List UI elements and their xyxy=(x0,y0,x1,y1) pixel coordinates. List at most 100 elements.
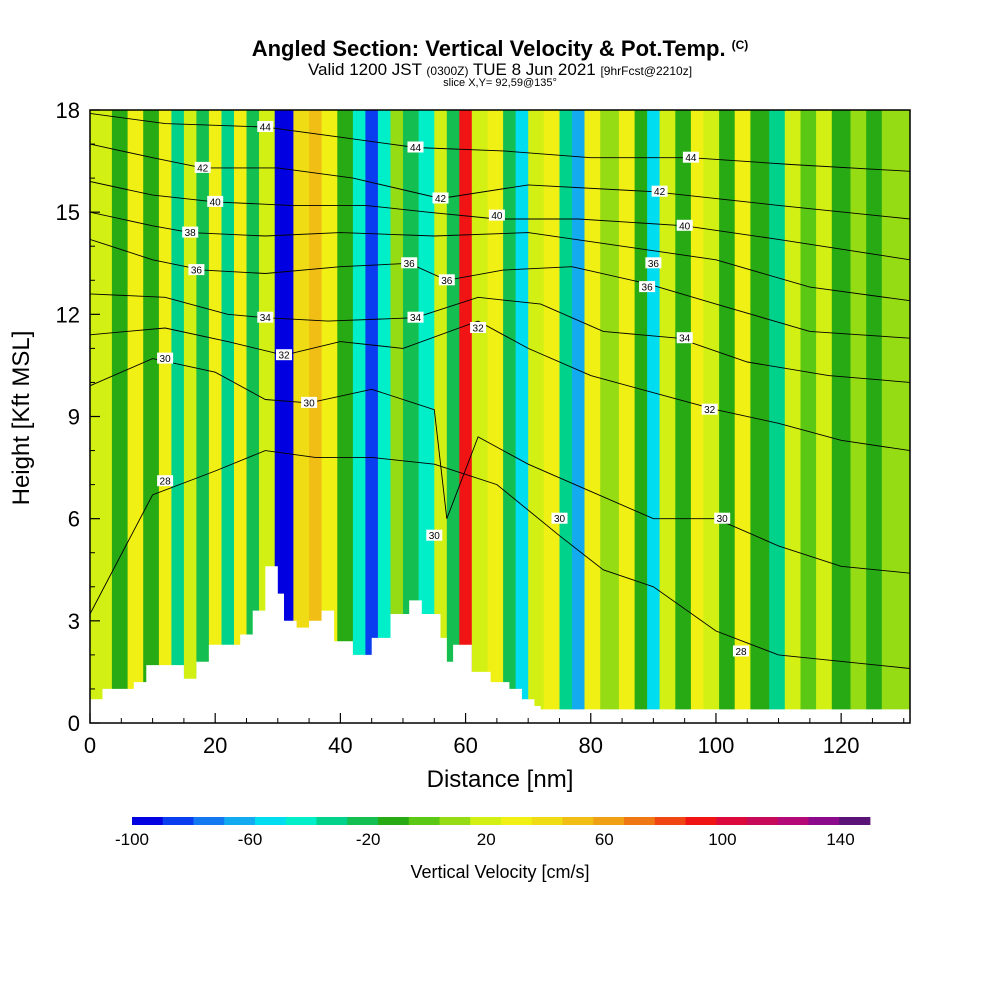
svg-text:36: 36 xyxy=(404,259,416,270)
y-tick-label: 9 xyxy=(68,405,80,430)
contour-label-30: 30 xyxy=(301,396,318,409)
velocity-column xyxy=(234,110,248,723)
velocity-column xyxy=(784,110,801,723)
theta-contour-40 xyxy=(90,181,910,261)
svg-text:42: 42 xyxy=(654,187,666,198)
x-tick-label: 80 xyxy=(579,733,603,758)
velocity-column xyxy=(584,110,601,723)
contour-label-40: 40 xyxy=(207,195,224,208)
contour-labels: 28 28 30 30 30 30 30 32 32 32 34 34 34 36 36 36 36 36 38 40… xyxy=(157,121,749,658)
colorbar: -100 -60 -20 20 60 100 140 xyxy=(115,817,871,849)
svg-text:36: 36 xyxy=(642,283,654,294)
velocity-column xyxy=(127,110,144,723)
svg-text:34: 34 xyxy=(260,313,272,324)
velocity-column xyxy=(309,110,323,723)
y-tick-label: 15 xyxy=(56,200,80,225)
svg-text:28: 28 xyxy=(160,477,172,488)
colorbar-swatch xyxy=(285,817,317,825)
contour-label-44: 44 xyxy=(682,151,699,164)
velocity-column xyxy=(293,110,310,723)
y-axis: 0 3 6 9 12 15 18 xyxy=(56,98,100,736)
colorbar-tick-label: -60 xyxy=(238,830,263,849)
velocity-column xyxy=(274,110,295,723)
forecast-info: [9hrFcst@2210z] xyxy=(600,64,693,78)
velocity-column xyxy=(471,110,488,723)
velocity-column xyxy=(816,110,833,723)
velocity-column xyxy=(900,110,910,723)
contour-label-40: 40 xyxy=(676,219,693,232)
velocity-column xyxy=(881,110,902,723)
velocity-column xyxy=(647,110,661,723)
svg-text:32: 32 xyxy=(473,324,485,335)
contour-label-28: 28 xyxy=(157,475,174,488)
svg-text:34: 34 xyxy=(679,334,691,345)
chart-subtitle: Valid 1200 JST (0300Z) TUE 8 Jun 2021 [9… xyxy=(0,60,1000,80)
colorbar-tick-label: 100 xyxy=(708,830,736,849)
theta-contour-42 xyxy=(90,143,910,220)
velocity-column xyxy=(719,110,736,723)
chart-title-text: Angled Section: Vertical Velocity & Pot.… xyxy=(251,36,726,61)
svg-text:42: 42 xyxy=(435,194,447,205)
valid-time: Valid 1200 JST xyxy=(307,60,422,79)
x-tick-label: 0 xyxy=(84,733,96,758)
colorbar-swatch xyxy=(224,817,256,825)
velocity-column xyxy=(446,110,460,723)
contour-label-32: 32 xyxy=(470,322,487,335)
colorbar-swatch xyxy=(716,817,748,825)
velocity-column xyxy=(528,110,545,723)
svg-text:34: 34 xyxy=(410,313,422,324)
velocity-column xyxy=(171,110,185,723)
colorbar-tick-label: 60 xyxy=(595,830,614,849)
svg-text:32: 32 xyxy=(704,405,716,416)
velocity-column xyxy=(600,110,620,723)
colorbar-swatch xyxy=(654,817,686,825)
svg-text:36: 36 xyxy=(191,266,203,277)
velocity-field xyxy=(90,110,910,723)
velocity-column xyxy=(221,110,235,723)
svg-text:36: 36 xyxy=(441,276,453,287)
velocity-column xyxy=(337,110,354,723)
colorbar-label: Vertical Velocity [cm/s] xyxy=(410,862,590,882)
theta-contour-28 xyxy=(90,450,910,669)
theta-contour-38 xyxy=(90,211,910,302)
contour-label-36: 36 xyxy=(639,281,656,294)
svg-text:44: 44 xyxy=(410,143,422,154)
velocity-column xyxy=(572,110,586,723)
velocity-column xyxy=(734,110,751,723)
contour-label-34: 34 xyxy=(676,332,693,345)
contour-label-36: 36 xyxy=(438,274,455,287)
velocity-column xyxy=(866,110,883,723)
colorbar-tick-label: -100 xyxy=(115,830,149,849)
contour-label-32: 32 xyxy=(276,349,292,362)
svg-text:40: 40 xyxy=(491,211,503,222)
colorbar-tick-label: 20 xyxy=(477,830,496,849)
colorbar-swatch xyxy=(562,817,594,825)
x-axis: 0 20 40 60 80 100 120 xyxy=(84,713,905,758)
colorbar-swatch xyxy=(255,817,287,825)
y-tick-label: 12 xyxy=(56,302,80,327)
contour-label-44: 44 xyxy=(407,141,424,154)
colorbar-swatch xyxy=(501,817,533,825)
velocity-column xyxy=(418,110,435,723)
svg-text:42: 42 xyxy=(197,163,209,174)
svg-text:30: 30 xyxy=(717,514,729,525)
velocity-column xyxy=(618,110,636,723)
y-tick-label: 0 xyxy=(68,711,80,736)
velocity-column xyxy=(559,110,573,723)
velocity-column xyxy=(183,110,197,723)
theta-contour-32 xyxy=(90,320,910,452)
colorbar-swatch xyxy=(593,817,625,825)
velocity-column xyxy=(365,110,379,723)
contour-label-28: 28 xyxy=(733,645,749,658)
contour-label-44: 44 xyxy=(257,121,274,134)
velocity-column xyxy=(246,110,260,723)
x-tick-label: 60 xyxy=(453,733,477,758)
contour-label-34: 34 xyxy=(257,311,274,324)
slice-info: slice X,Y= 92,59@135° xyxy=(443,77,557,89)
y-axis-label: Height [Kft MSL] xyxy=(8,330,35,506)
colorbar-swatch xyxy=(347,817,379,825)
contour-label-36: 36 xyxy=(401,257,418,270)
svg-text:30: 30 xyxy=(429,531,441,542)
contour-label-42: 42 xyxy=(194,161,211,174)
